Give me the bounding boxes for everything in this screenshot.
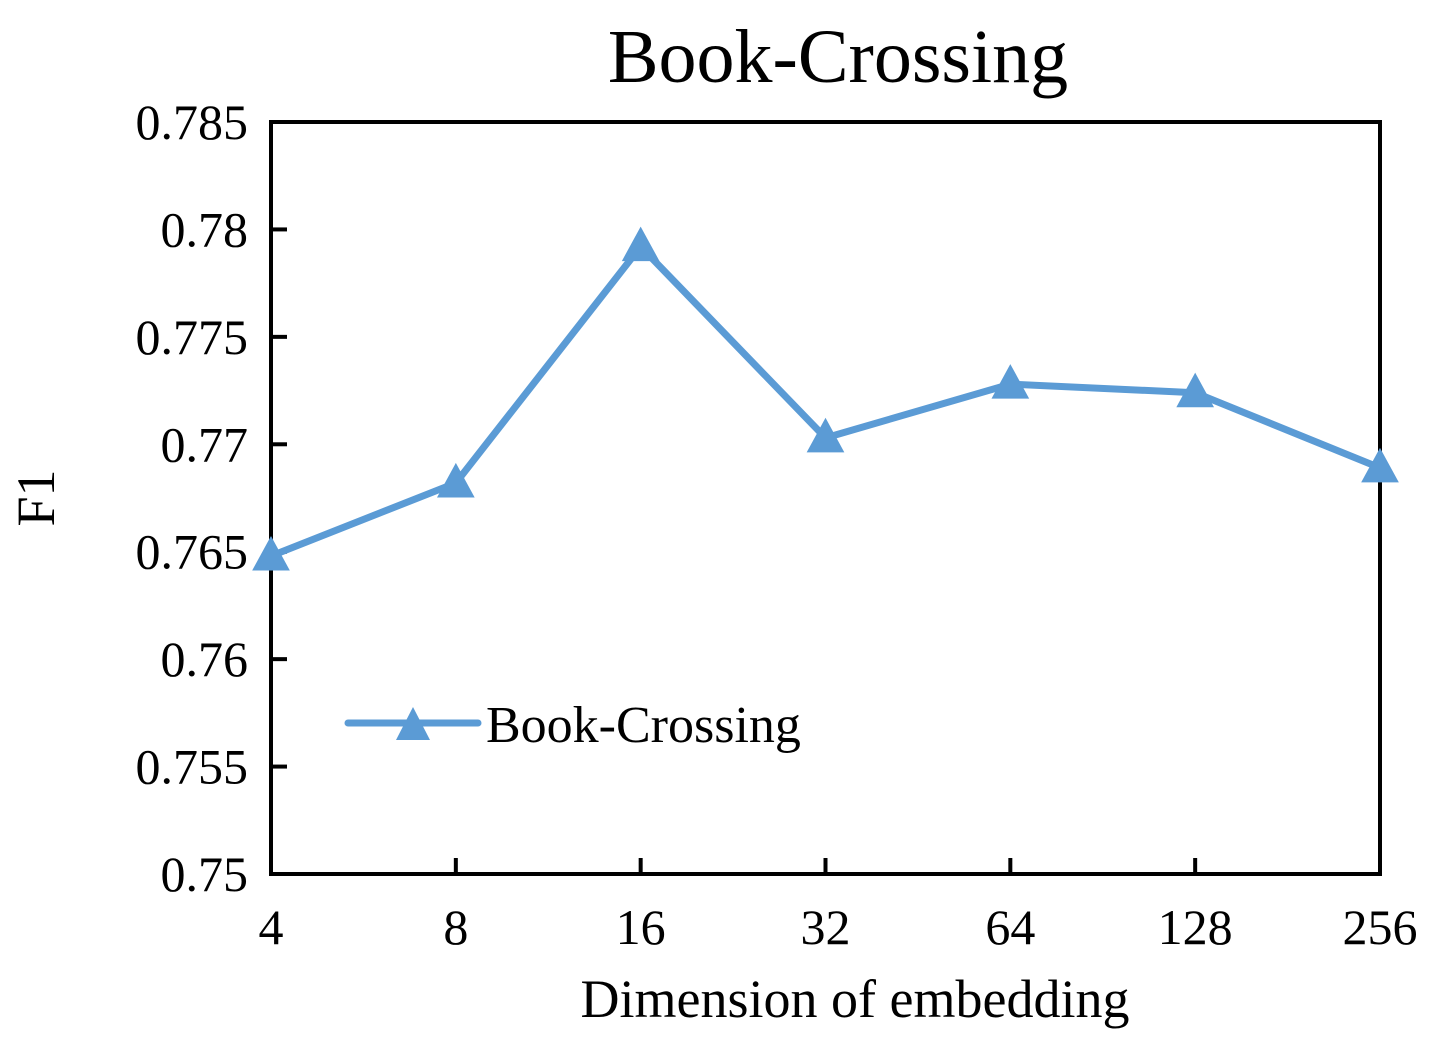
- data-point-triangle-marker: [436, 462, 475, 498]
- series-layer: [252, 226, 1399, 571]
- x-tick-label: 32: [801, 899, 851, 955]
- data-point-triangle-marker: [1361, 447, 1399, 483]
- y-tick-label: 0.785: [136, 94, 249, 150]
- data-point-triangle-marker: [806, 417, 845, 453]
- legend-label: Book-Crossing: [486, 697, 801, 754]
- chart-title: Book-Crossing: [608, 15, 1068, 99]
- x-tick-label: 4: [259, 899, 284, 955]
- x-axis-ticks: 4 8 16 32 64 128 256: [259, 858, 1418, 955]
- x-tick-label: 16: [616, 899, 666, 955]
- x-tick-label: 128: [1158, 899, 1233, 955]
- data-point-triangle-marker: [1176, 372, 1215, 408]
- legend: Book-Crossing: [344, 697, 801, 754]
- x-tick-label: 8: [443, 899, 468, 955]
- y-tick-label: 0.755: [136, 739, 249, 795]
- y-tick-label: 0.77: [161, 416, 249, 472]
- legend-triangle-marker: [396, 707, 430, 740]
- y-tick-label: 0.775: [136, 309, 249, 365]
- y-axis-label: F1: [6, 469, 66, 526]
- x-tick-label: 256: [1343, 899, 1418, 955]
- y-tick-label: 0.76: [161, 631, 249, 687]
- data-point-triangle-marker: [991, 364, 1030, 399]
- y-tick-label: 0.765: [136, 524, 249, 580]
- y-tick-label: 0.78: [161, 201, 249, 257]
- x-axis-label: Dimension of embedding: [581, 969, 1130, 1029]
- y-axis-ticks: 0.75 0.755 0.76 0.765 0.77 0.775 0.78 0.785: [136, 94, 287, 902]
- data-point-triangle-marker: [252, 535, 290, 571]
- data-point-triangle-marker: [621, 226, 660, 262]
- y-tick-label: 0.75: [161, 846, 249, 902]
- x-tick-label: 64: [985, 899, 1035, 955]
